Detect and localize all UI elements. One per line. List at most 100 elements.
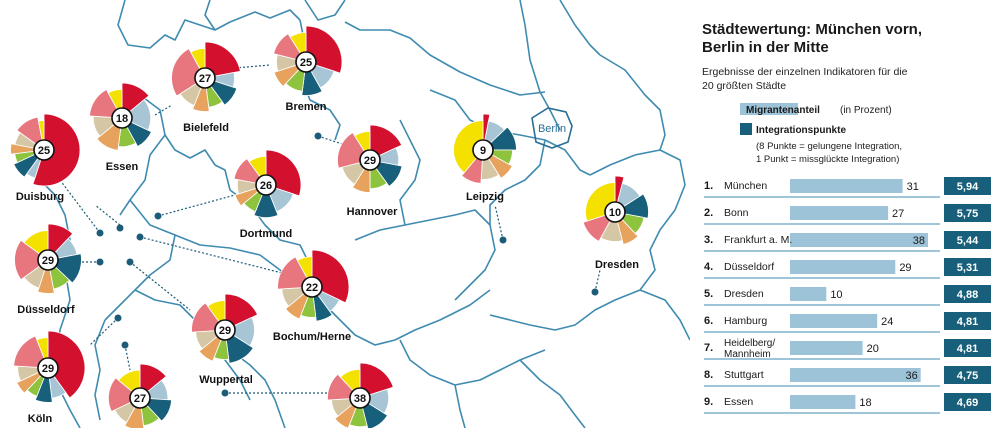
migrant-bar — [790, 206, 889, 220]
city-label: München — [724, 180, 767, 192]
city-name-label: Bochum/Herne — [273, 331, 351, 343]
integration-value: 4,81 — [957, 343, 978, 355]
legend-migrant-label: Migrantenanteil — [746, 105, 820, 116]
ranking-row: 2. Bonn 27 5,75 — [704, 204, 991, 225]
integration-value: 4,88 — [957, 289, 978, 301]
pie-slice — [89, 88, 123, 119]
rank-label: 3. — [704, 234, 713, 246]
pie-slice — [107, 377, 141, 412]
city-label: Frankfurt a. M. — [724, 234, 792, 246]
integration-box — [944, 285, 991, 303]
city-name-label: Duisburg — [16, 191, 64, 203]
panel-subtitle-line2: 20 größten Städte — [702, 80, 786, 92]
pie-slice — [37, 259, 55, 294]
pie-slice — [32, 113, 81, 187]
ranking-row: 8. Stuttgart 36 4,75 — [704, 366, 991, 387]
city-value-label: 29 — [42, 255, 54, 267]
integration-box — [944, 339, 991, 357]
pie-center — [33, 139, 55, 161]
pie-slice — [121, 82, 150, 119]
migrant-bar — [790, 368, 921, 382]
migrant-value: 27 — [892, 208, 904, 220]
city-pie: 22 Bochum/Herne — [273, 249, 351, 343]
pie-slice — [13, 335, 49, 369]
city-pies: 25 Bremen 27 Bielefeld 18 Essen 25 Duisburg 29 Ha… — [10, 25, 649, 428]
pie-center — [37, 249, 59, 271]
city-value-label: 10 — [609, 207, 621, 219]
city-name-label: Hannover — [347, 206, 398, 218]
legend-integration-label: Integrationspunkte — [756, 125, 846, 136]
legend-migrant-swatch — [740, 103, 798, 115]
integration-value: 5,75 — [957, 208, 978, 220]
integration-box — [944, 204, 991, 222]
pie-center — [111, 107, 133, 129]
city-pie: 29 Köln — [13, 330, 86, 425]
ranking-panel: Städtewertung: München vorn, Berlin in d… — [702, 21, 991, 414]
integration-box — [944, 366, 991, 384]
migrant-value: 31 — [907, 181, 919, 193]
pie-slice — [171, 48, 206, 97]
migrant-bar — [790, 314, 878, 328]
city-pie: 29 Wuppertal — [191, 293, 259, 386]
pie-center — [359, 149, 381, 171]
city-pie: 29 Düsseldorf — [14, 223, 82, 316]
city-name-label: Düsseldorf — [17, 304, 75, 316]
pie-slice — [47, 330, 86, 399]
legend-note-line2: 1 Punkt = missglückte Integration) — [756, 154, 899, 165]
city-label: Düsseldorf — [724, 261, 774, 273]
berlin-label: Berlin — [538, 123, 566, 135]
city-name-label: Köln — [28, 413, 53, 425]
legend-note-line1: (8 Punkte = gelungene Integration, — [756, 141, 902, 152]
migrant-bar — [790, 179, 903, 193]
city-pie: 18 Essen — [89, 82, 152, 173]
migrant-value: 18 — [859, 397, 871, 409]
city-name-label: Leipzig — [466, 191, 504, 203]
city-value-label: 9 — [480, 145, 486, 157]
pie-slice — [224, 329, 254, 364]
pie-slice — [224, 293, 259, 331]
germany-map: Berlin — [10, 0, 690, 428]
pie-slice — [359, 362, 394, 399]
pie-center — [255, 174, 277, 196]
rank-label: 7. — [704, 342, 713, 354]
panel-title-line2: Berlin in der Mitte — [702, 39, 829, 56]
pie-center — [129, 387, 151, 409]
pie-center — [301, 276, 323, 298]
integration-value: 5,94 — [957, 181, 979, 193]
city-pie: 25 Duisburg — [10, 113, 81, 203]
panel-title-line1: Städtewertung: München vorn, — [702, 21, 922, 38]
pie-center — [214, 319, 236, 341]
rank-label: 9. — [704, 396, 713, 408]
city-name-label: Bielefeld — [183, 122, 229, 134]
city-label: Bonn — [724, 207, 749, 219]
city-value-label: 18 — [116, 113, 128, 125]
rank-label: 2. — [704, 207, 713, 219]
integration-value: 5,31 — [957, 262, 978, 274]
city-pie: 38 — [327, 362, 394, 428]
pie-center — [349, 387, 371, 409]
pie-slice — [14, 239, 49, 281]
ranking-row: 3. Frankfurt a. M. 38 5,44 — [704, 231, 991, 252]
pie-center — [604, 201, 626, 223]
city-label: Hamburg — [724, 315, 767, 327]
integration-box — [944, 231, 991, 249]
migrant-value: 38 — [913, 235, 925, 247]
ranking-row: 1. München 31 5,94 — [704, 177, 991, 198]
integration-value: 4,69 — [957, 397, 978, 409]
integration-box — [944, 312, 991, 330]
ranking-row: 7. Heidelberg/Mannheim 20 4,81 — [704, 338, 991, 360]
city-connectors — [59, 64, 601, 394]
pie-center — [472, 139, 494, 161]
integration-box — [944, 258, 991, 276]
ranking-row: 9. Essen 18 4,69 — [704, 393, 991, 414]
panel-subtitle-line1: Ergebnisse der einzelnen Indikatoren für… — [702, 66, 908, 78]
migrant-bar — [790, 395, 856, 409]
integration-value: 4,81 — [957, 316, 978, 328]
city-value-label: 25 — [300, 57, 312, 69]
city-value-label: 29 — [42, 363, 54, 375]
pie-slice — [47, 223, 74, 262]
city-label: Dresden — [724, 288, 764, 300]
city-name-label: Wuppertal — [199, 374, 253, 386]
city-label: Mannheim — [724, 349, 771, 360]
